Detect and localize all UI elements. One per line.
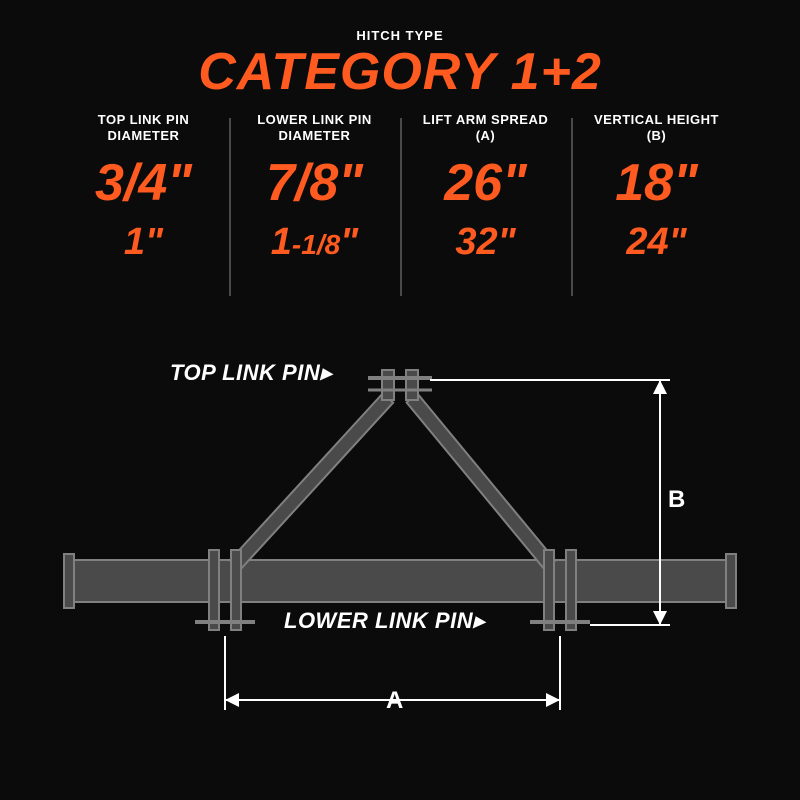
- col-value-r2: 1-1/8": [271, 223, 358, 261]
- subtitle: HITCH TYPE: [0, 28, 800, 43]
- hitch-diagram: TOP LINK PIN▸ LOWER LINK PIN▸ A B: [0, 330, 800, 780]
- col-value-r1: 7/8": [266, 157, 363, 209]
- dim-b-label: B: [668, 486, 685, 514]
- col-value-r1: 3/4": [95, 157, 192, 209]
- arrow-icon: ▸: [473, 608, 485, 633]
- col-value-r2: 24": [626, 223, 686, 261]
- col-vertical-height: VERTICAL HEIGHT (B) 18" 24": [571, 112, 742, 302]
- col-header: LOWER LINK PIN DIAMETER: [257, 112, 372, 145]
- main-title: CATEGORY 1+2: [0, 42, 800, 102]
- col-header: VERTICAL HEIGHT (B): [594, 112, 719, 145]
- spec-columns: TOP LINK PIN DIAMETER 3/4" 1" LOWER LINK…: [58, 112, 742, 302]
- lower-link-label: LOWER LINK PIN▸: [284, 608, 485, 634]
- arrow-icon: ▸: [320, 360, 332, 385]
- col-lower-link: LOWER LINK PIN DIAMETER 7/8" 1-1/8": [229, 112, 400, 302]
- col-value-r1: 18": [615, 157, 698, 209]
- col-value-r2: 1": [124, 223, 163, 261]
- col-lift-arm: LIFT ARM SPREAD (A) 26" 32": [400, 112, 571, 302]
- top-link-label: TOP LINK PIN▸: [170, 360, 332, 386]
- col-header: TOP LINK PIN DIAMETER: [98, 112, 189, 145]
- dim-a-label: A: [386, 687, 403, 715]
- col-value-r1: 26": [444, 157, 527, 209]
- col-top-link: TOP LINK PIN DIAMETER 3/4" 1": [58, 112, 229, 302]
- col-header: LIFT ARM SPREAD (A): [423, 112, 548, 145]
- col-value-r2: 32": [455, 223, 515, 261]
